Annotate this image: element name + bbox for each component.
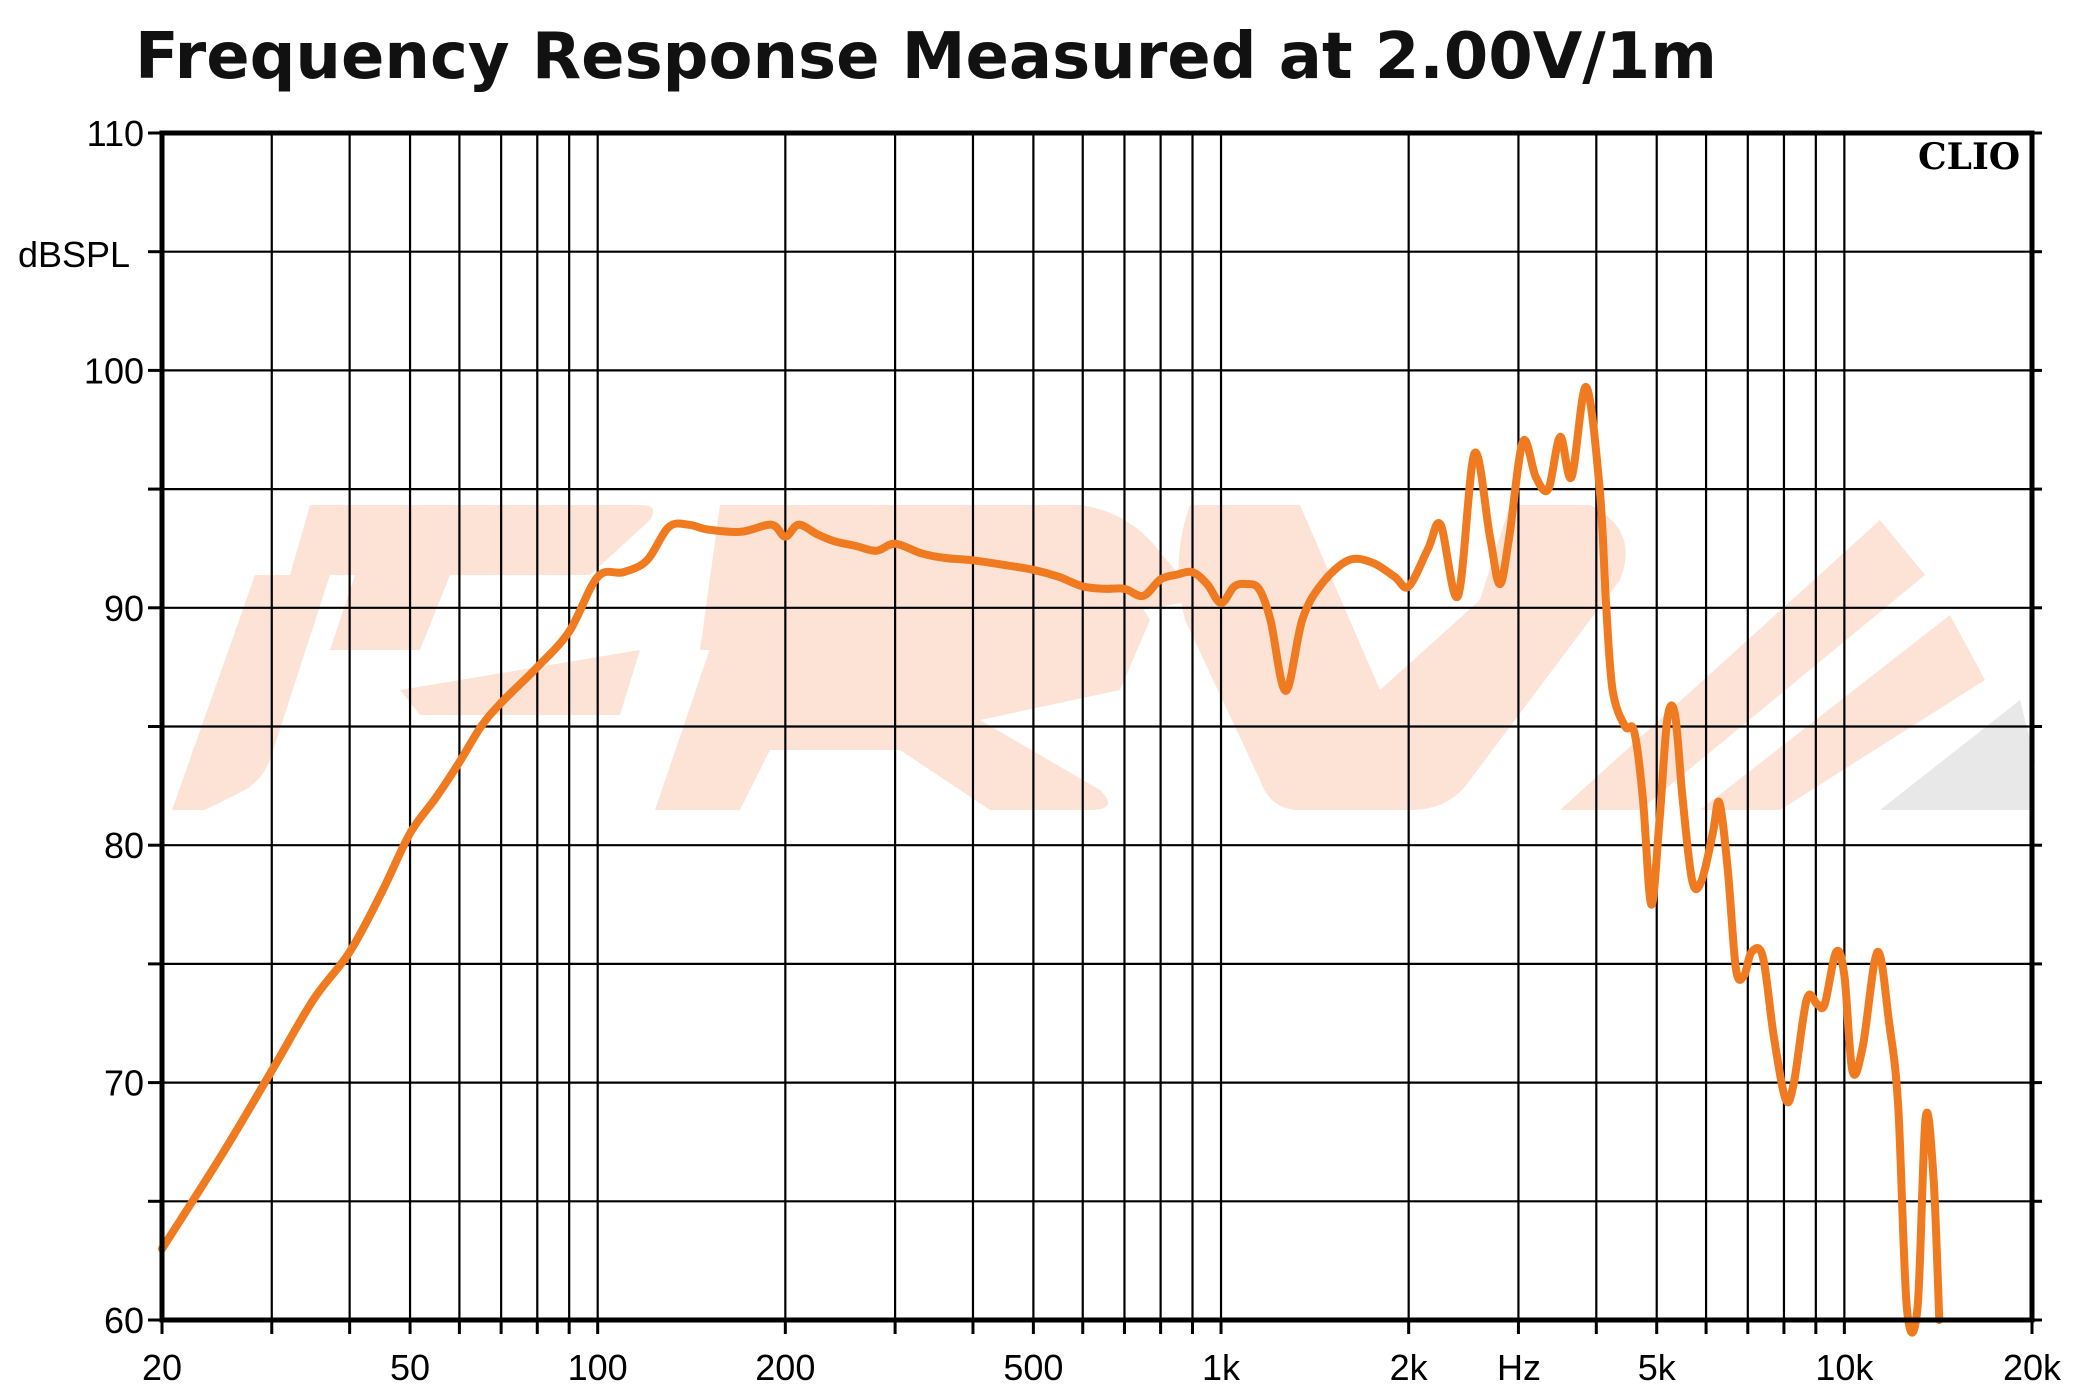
clio-watermark: CLIO bbox=[1918, 136, 2020, 178]
x-tick-label: 20k bbox=[2003, 1347, 2062, 1388]
x-tick-label: 10k bbox=[1815, 1347, 1874, 1388]
x-tick-label: 20 bbox=[142, 1347, 182, 1388]
logo-watermark bbox=[172, 505, 2035, 810]
x-tick-label: 2k bbox=[1390, 1347, 1429, 1388]
y-tick-label: 90 bbox=[104, 588, 144, 629]
x-tick-label: 500 bbox=[1003, 1347, 1063, 1388]
series-line-frequency-response bbox=[158, 382, 1944, 1337]
y-tick-label: 60 bbox=[104, 1300, 144, 1341]
chart-title: Frequency Response Measured at 2.00V/1m bbox=[135, 20, 1717, 94]
x-tick-label: 100 bbox=[568, 1347, 628, 1388]
y-tick-label: 100 bbox=[84, 350, 144, 391]
x-tick-label: 50 bbox=[390, 1347, 430, 1388]
y-tick-label: 110 bbox=[87, 113, 144, 154]
x-tick-labels: 20 50 100 200 500 1k 2k 5k 10k 20k bbox=[142, 1347, 2062, 1388]
y-tick-label: 80 bbox=[104, 825, 144, 866]
y-tick-label: 70 bbox=[104, 1063, 144, 1104]
plot-frame bbox=[159, 130, 2035, 1323]
x-tick-label: 1k bbox=[1202, 1347, 1241, 1388]
y-tick-labels: 60 70 80 90 100 110 bbox=[84, 113, 144, 1341]
grid bbox=[148, 131, 2042, 1334]
x-tick-label: 5k bbox=[1638, 1347, 1677, 1388]
x-tick-label: 200 bbox=[755, 1347, 815, 1388]
x-axis-label: Hz bbox=[1497, 1347, 1541, 1388]
y-axis-label: dBSPL bbox=[18, 234, 130, 275]
